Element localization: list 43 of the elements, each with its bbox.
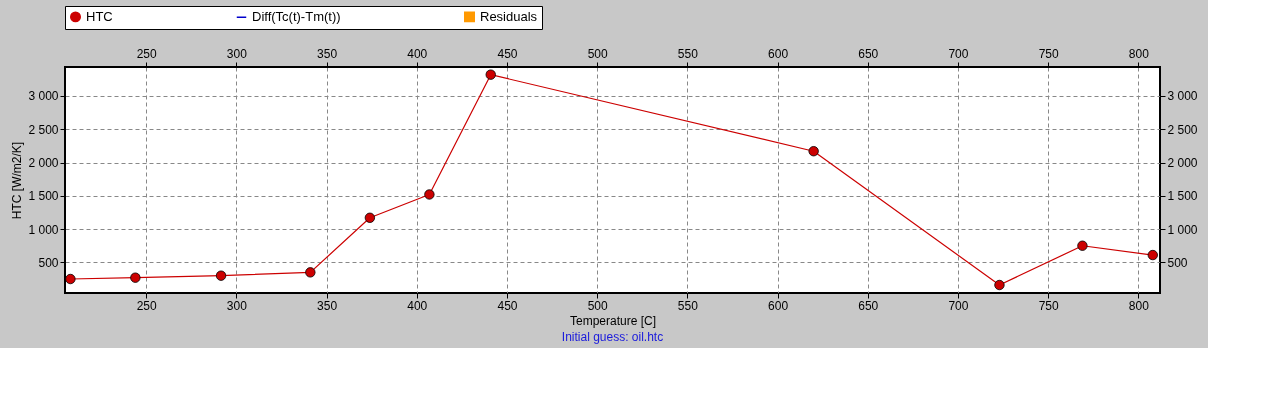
x-tick-label: 250 xyxy=(136,298,158,313)
x-axis-title: Temperature [C] xyxy=(569,313,657,328)
legend-label: HTC xyxy=(86,8,113,24)
x-tick-label: 600 xyxy=(768,298,789,313)
y-tick-label: 2 500 xyxy=(28,122,59,137)
x-tick-label: 450 xyxy=(497,298,518,313)
text: Initial guess: oil.htc xyxy=(561,330,664,344)
x2-tick-label: 250 xyxy=(136,46,158,61)
y2-tick-label: 3 000 xyxy=(1167,89,1198,104)
x-tick-label: 650 xyxy=(858,298,879,313)
y-tick-label: 1 500 xyxy=(28,189,59,204)
x-tick-label: 700 xyxy=(948,298,969,313)
x2-tick-label: 600 xyxy=(768,46,789,61)
y2-tick-label: 1 500 xyxy=(1167,189,1198,204)
y2-tick-label: 1 000 xyxy=(1167,222,1198,237)
line-series xyxy=(65,69,1158,291)
y2-tick-label: 2 000 xyxy=(1167,156,1198,171)
legend-label: Diff(Tc(t)-Tm(t)) xyxy=(252,9,341,25)
y-tick-label: 1 000 xyxy=(28,222,59,237)
x-tick-label: 500 xyxy=(587,298,608,313)
x-tick-label: 300 xyxy=(226,298,248,313)
x2-tick-label: 750 xyxy=(1038,46,1059,61)
y2-tick-label: 500 xyxy=(1167,255,1188,270)
x-tick-label: 750 xyxy=(1038,298,1059,313)
x2-tick-label: 650 xyxy=(858,46,879,61)
y-tick-label: 500 xyxy=(38,255,59,270)
x2-tick-label: 350 xyxy=(317,46,338,61)
y-axis-title: HTC [W/m2/K] xyxy=(10,141,25,220)
x2-tick-label: 550 xyxy=(677,46,699,61)
y2-tick-label: 2 500 xyxy=(1167,122,1198,137)
x2-tick-label: 400 xyxy=(407,46,428,61)
x2-tick-label: 800 xyxy=(1128,46,1150,61)
legend-label: Residuals xyxy=(480,8,538,24)
x-tick-label: 350 xyxy=(317,298,338,313)
x2-tick-label: 450 xyxy=(497,46,518,61)
x2-tick-label: 500 xyxy=(587,46,608,61)
x-tick-label: 800 xyxy=(1128,298,1150,313)
x-tick-label: 400 xyxy=(407,298,428,313)
x2-tick-label: 300 xyxy=(226,46,248,61)
y-tick-label: 2 000 xyxy=(28,156,59,171)
x-tick-label: 550 xyxy=(677,298,699,313)
y-tick-label: 3 000 xyxy=(28,89,59,104)
x2-tick-label: 700 xyxy=(948,46,969,61)
